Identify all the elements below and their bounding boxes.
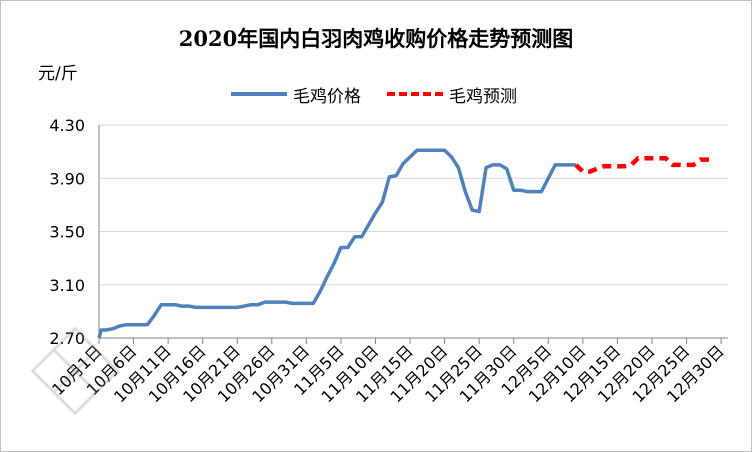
- y-axis-unit-label: 元/斤: [38, 64, 78, 84]
- series-lines: [97, 148, 715, 339]
- y-axis-tick-labels: 2.70 3.10 3.50 3.90 4.30: [49, 116, 85, 348]
- legend-item-price: 毛鸡价格: [231, 82, 361, 107]
- legend-label-price: 毛鸡价格: [293, 86, 361, 107]
- series-line-1: [574, 156, 715, 174]
- legend-item-forecast: 毛鸡预测: [387, 82, 517, 107]
- series-line-0: [97, 148, 576, 339]
- legend-swatch-price: [231, 92, 287, 96]
- y-tick-label: 3.10: [49, 276, 85, 295]
- y-tick-label: 2.70: [49, 329, 85, 348]
- legend-swatch-forecast: [387, 92, 443, 96]
- legend-label-forecast: 毛鸡预测: [449, 86, 517, 107]
- y-tick-label: 4.30: [49, 116, 85, 135]
- chart-legend: 毛鸡价格 毛鸡预测: [231, 82, 543, 107]
- chart-title: 2020年国内白羽肉鸡收购价格走势预测图: [178, 26, 574, 51]
- y-tick-label: 3.50: [49, 223, 85, 242]
- y-tick-label: 3.90: [49, 169, 85, 188]
- grid-lines: [99, 124, 728, 339]
